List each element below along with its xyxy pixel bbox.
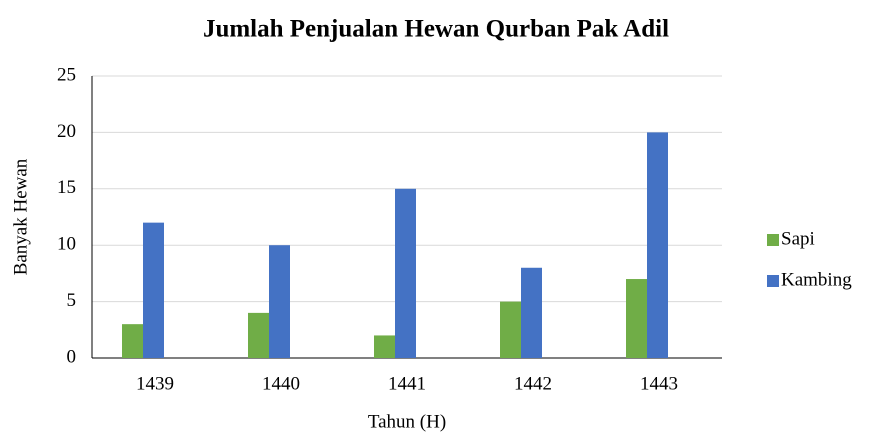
y-tick-label: 25 [57,64,76,85]
bar [374,335,395,358]
bar [500,301,521,358]
legend-label: Kambing [781,269,852,290]
bar [395,188,416,358]
x-tick-label: 1443 [640,373,678,394]
x-tick-label: 1439 [136,373,174,394]
bar [647,132,668,358]
y-tick-label: 20 [57,121,76,142]
x-tick-label: 1442 [514,373,552,394]
bar [122,324,143,358]
bar [269,245,290,358]
legend-label: Sapi [781,228,815,249]
y-tick-label: 5 [67,290,77,311]
y-tick-label: 10 [57,234,76,255]
bar [248,312,269,358]
legend-swatch [767,234,779,246]
legend-swatch [767,275,779,287]
chart-title: Jumlah Penjualan Hewan Qurban Pak Adil [203,16,669,43]
bar [521,267,542,358]
bar [143,222,164,358]
x-tick-label: 1440 [262,373,300,394]
x-axis-label: Tahun (H) [368,411,446,432]
x-tick-label: 1441 [388,373,426,394]
y-tick-label: 15 [57,177,76,198]
y-tick-label: 0 [67,346,77,367]
y-axis-label: Banyak Hewan [10,158,31,275]
bar [626,279,647,358]
